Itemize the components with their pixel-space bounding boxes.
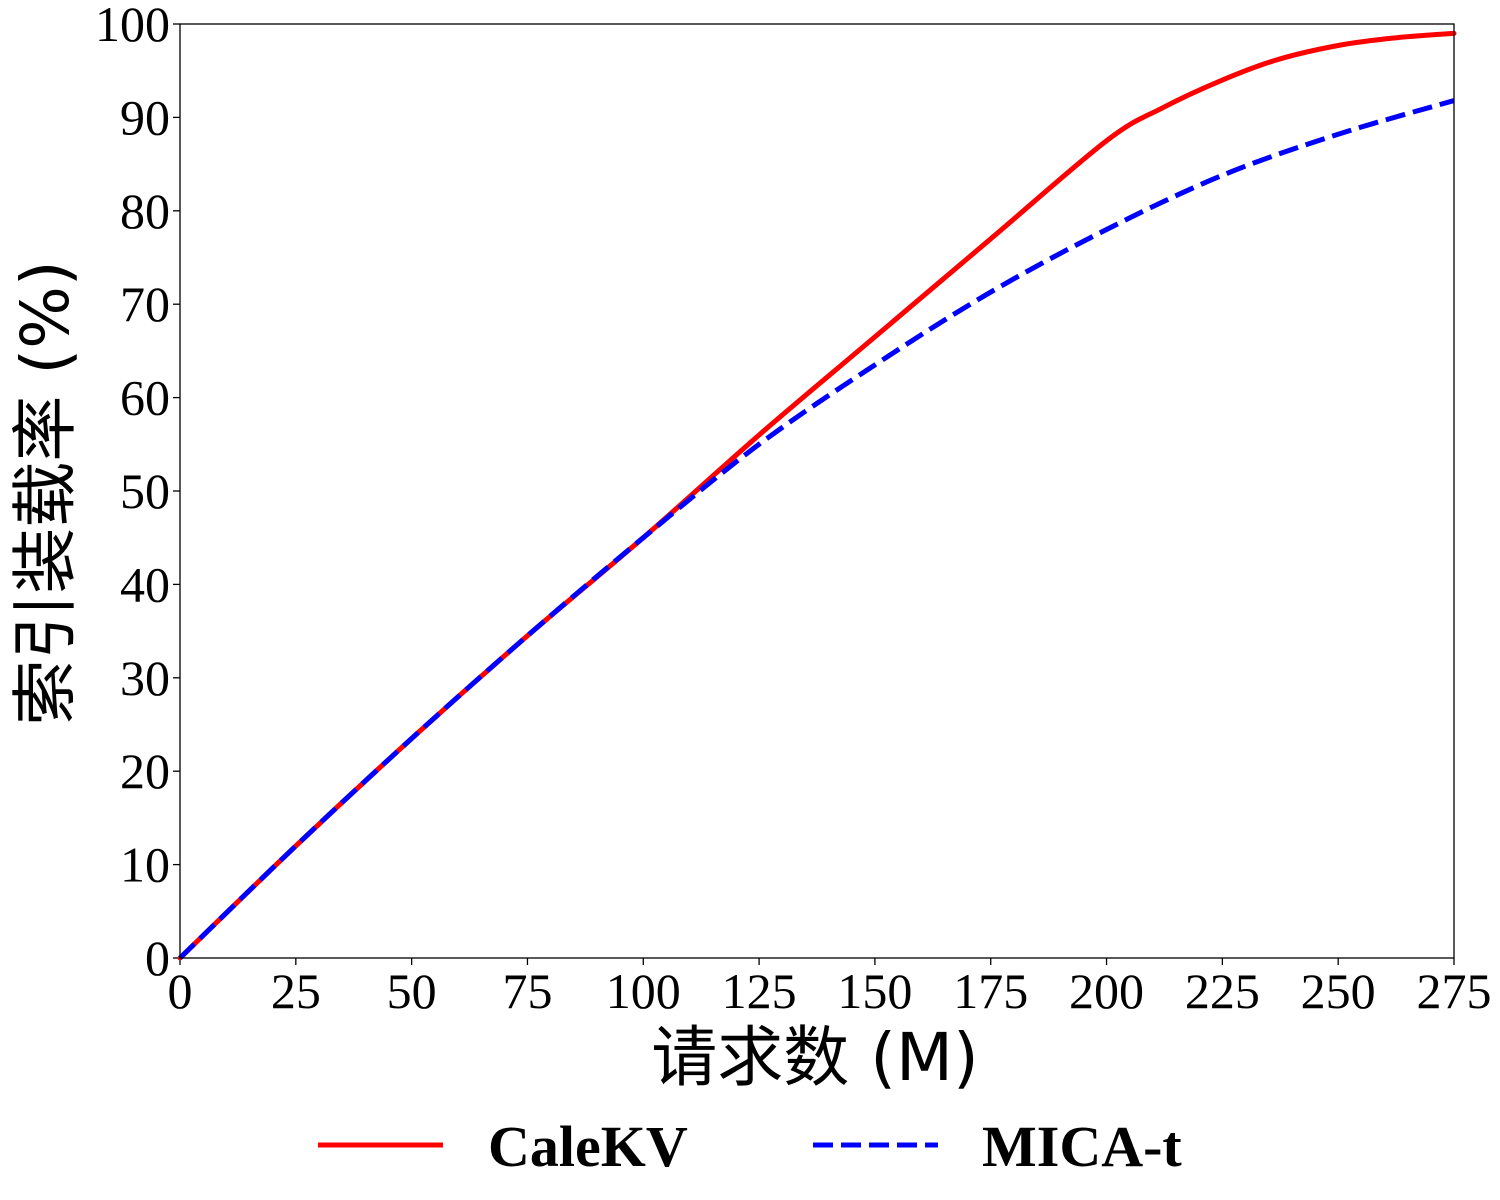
series-layer: [177, 30, 1457, 961]
y-tick-label: 30: [120, 650, 170, 706]
legend: CaleKV MICA-t: [318, 1114, 1182, 1179]
x-axis-ticks: 0 25 50 75 100 125 150 175 200 225 250 275: [168, 958, 1492, 1019]
legend-label-mica-t: MICA-t: [982, 1114, 1182, 1179]
x-tick-label: 250: [1301, 963, 1376, 1019]
x-tick-label: 275: [1417, 963, 1492, 1019]
x-tick-label: 125: [722, 963, 797, 1019]
x-tick-label: 100: [606, 963, 681, 1019]
y-axis-ticks: 0 10 20 30 40 50 60 70 80 90 100: [95, 0, 180, 986]
x-tick-label: 75: [502, 963, 552, 1019]
x-tick-label: 200: [1069, 963, 1144, 1019]
y-tick-label: 40: [120, 556, 170, 612]
x-tick-label: 175: [953, 963, 1028, 1019]
x-axis-title: 请求数 (M): [651, 1019, 978, 1096]
y-tick-label: 60: [120, 370, 170, 426]
series-line-mica-t: [178, 98, 1455, 960]
x-tick-label: 0: [168, 963, 193, 1019]
y-tick-label: 20: [120, 743, 170, 799]
x-tick-label: 50: [387, 963, 437, 1019]
x-tick-label: 225: [1185, 963, 1260, 1019]
y-axis-title: 索引装载率 (%): [7, 260, 84, 725]
y-tick-label: 70: [120, 276, 170, 332]
y-tick-label: 100: [95, 0, 170, 52]
y-tick-label: 80: [120, 183, 170, 239]
series-line-calekv: [177, 30, 1457, 961]
x-tick-label: 150: [837, 963, 912, 1019]
y-tick-label: 90: [120, 89, 170, 145]
legend-label-calekv: CaleKV: [488, 1114, 688, 1179]
y-tick-label: 0: [145, 930, 170, 986]
x-tick-label: 25: [271, 963, 321, 1019]
plot-frame: [179, 23, 1455, 959]
y-tick-label: 10: [120, 837, 170, 893]
y-tick-label: 50: [120, 463, 170, 519]
